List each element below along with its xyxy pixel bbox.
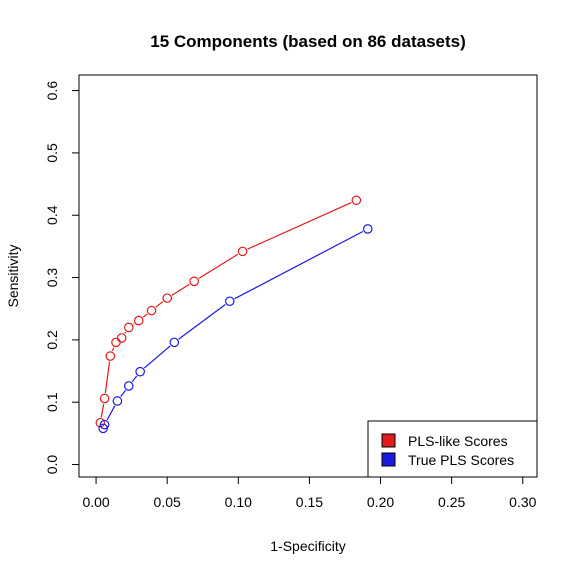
- data-point: [237, 246, 248, 257]
- series-layer: [95, 195, 373, 434]
- x-tick-label: 0.10: [225, 494, 252, 510]
- data-point: [362, 224, 373, 234]
- series-segment: [171, 283, 190, 296]
- x-tick-label: 0.00: [82, 494, 109, 510]
- y-tick-label: 0.4: [44, 205, 60, 225]
- series-segment: [142, 313, 148, 318]
- x-tick-label: 0.30: [509, 494, 536, 510]
- series-segment: [247, 201, 352, 250]
- series-segment: [131, 375, 138, 383]
- data-point: [105, 351, 116, 361]
- series-segment: [106, 405, 116, 421]
- y-tick-label: 0.6: [44, 81, 60, 101]
- x-tick-label: 0.05: [154, 494, 181, 510]
- data-point: [146, 305, 157, 316]
- legend: PLS-like Scores True PLS Scores: [367, 420, 538, 478]
- legend-label-pls-like: PLS-like Scores: [408, 433, 508, 449]
- y-axis: 0.0 0.1 0.2 0.3 0.4 0.5 0.6: [44, 81, 80, 475]
- y-tick-label: 0.0: [44, 455, 60, 475]
- series-segment: [124, 331, 127, 334]
- y-axis-label: Sensitivity: [5, 244, 21, 307]
- data-point: [99, 393, 110, 404]
- legend-swatch-pls-like: [381, 433, 396, 448]
- series-segment: [198, 253, 239, 279]
- data-point: [135, 366, 145, 377]
- data-point: [116, 333, 127, 343]
- y-tick-label: 0.1: [44, 392, 60, 412]
- series-1: [98, 224, 373, 434]
- data-point: [169, 337, 180, 348]
- x-tick-label: 0.25: [438, 494, 465, 510]
- data-point: [162, 293, 172, 303]
- x-tick-label: 0.15: [296, 494, 323, 510]
- y-tick-label: 0.3: [44, 268, 60, 288]
- data-point: [189, 276, 200, 287]
- series-0: [95, 195, 362, 428]
- legend-swatch-true-pls: [381, 452, 396, 467]
- series-segment: [234, 230, 364, 300]
- y-tick-label: 0.5: [44, 143, 60, 163]
- data-point: [123, 322, 134, 333]
- series-segment: [143, 345, 171, 369]
- x-tick-label: 0.20: [367, 494, 394, 510]
- series-segment: [111, 347, 115, 352]
- data-point: [112, 396, 123, 406]
- series-segment: [120, 390, 126, 397]
- data-point: [123, 381, 134, 391]
- x-axis-label: 1-Specificity: [270, 538, 345, 554]
- series-segment: [100, 403, 105, 418]
- chart-title: 15 Components (based on 86 datasets): [150, 32, 466, 51]
- legend-box: [367, 420, 538, 478]
- series-segment: [178, 304, 226, 340]
- series-segment: [132, 323, 135, 325]
- y-tick-label: 0.2: [44, 330, 60, 350]
- data-point: [351, 195, 362, 206]
- data-point: [99, 419, 110, 430]
- data-point: [224, 296, 235, 307]
- series-segment: [104, 361, 111, 394]
- series-segment: [155, 301, 164, 308]
- data-point: [95, 417, 106, 428]
- data-point: [133, 315, 144, 326]
- legend-label-true-pls: True PLS Scores: [408, 452, 514, 468]
